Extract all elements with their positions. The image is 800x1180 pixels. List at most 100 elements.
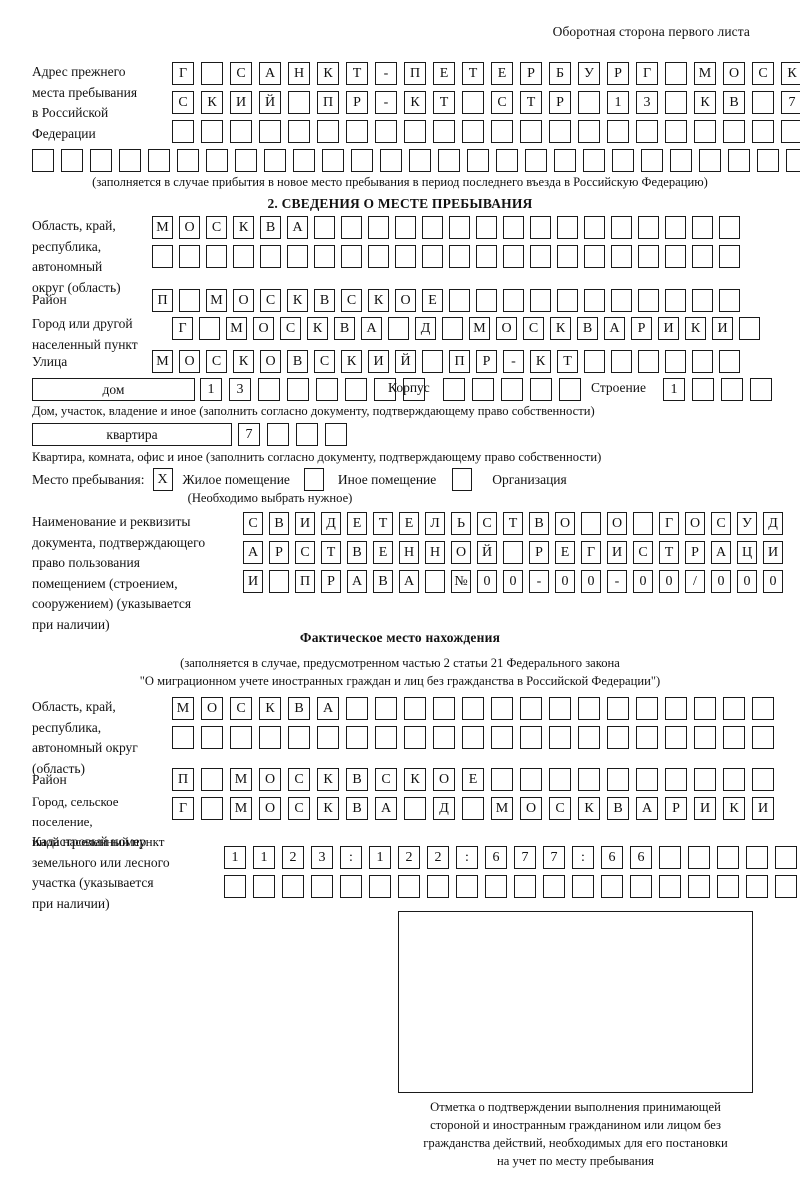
char-cell[interactable]: Т bbox=[520, 91, 542, 114]
char-cell[interactable] bbox=[288, 120, 310, 143]
char-cell[interactable]: О bbox=[259, 768, 281, 791]
char-cell[interactable]: Т bbox=[321, 541, 341, 564]
char-cell[interactable] bbox=[665, 726, 687, 749]
char-cell[interactable]: О bbox=[555, 512, 575, 535]
char-cell[interactable] bbox=[345, 378, 367, 401]
char-cell[interactable] bbox=[781, 120, 800, 143]
char-cell[interactable]: О bbox=[685, 512, 705, 535]
char-cell[interactable] bbox=[288, 726, 310, 749]
char-cell[interactable] bbox=[665, 91, 687, 114]
char-cell[interactable]: М bbox=[230, 768, 252, 791]
char-cell[interactable] bbox=[501, 378, 523, 401]
char-cell[interactable] bbox=[201, 726, 223, 749]
char-cell[interactable]: Й bbox=[259, 91, 281, 114]
char-cell[interactable] bbox=[61, 149, 83, 172]
char-cell[interactable]: 3 bbox=[311, 846, 333, 869]
char-cell[interactable]: В bbox=[347, 541, 367, 564]
char-cell[interactable]: 6 bbox=[485, 846, 507, 869]
char-cell[interactable]: 7 bbox=[781, 91, 800, 114]
char-cell[interactable] bbox=[752, 726, 774, 749]
char-cell[interactable] bbox=[699, 149, 721, 172]
char-cell[interactable]: С bbox=[206, 350, 227, 373]
char-cell[interactable] bbox=[607, 697, 629, 720]
char-cell[interactable] bbox=[449, 289, 470, 312]
char-cell[interactable] bbox=[491, 120, 513, 143]
char-cell[interactable] bbox=[322, 149, 344, 172]
char-cell[interactable]: О bbox=[253, 317, 274, 340]
char-cell[interactable] bbox=[503, 541, 523, 564]
char-cell[interactable]: М bbox=[152, 216, 173, 239]
char-cell[interactable] bbox=[375, 120, 397, 143]
char-cell[interactable]: Т bbox=[503, 512, 523, 535]
char-cell[interactable] bbox=[476, 216, 497, 239]
char-cell[interactable]: У bbox=[737, 512, 757, 535]
char-cell[interactable] bbox=[607, 726, 629, 749]
char-cell[interactable] bbox=[520, 697, 542, 720]
char-cell[interactable] bbox=[425, 570, 445, 593]
char-cell[interactable]: Р bbox=[607, 62, 629, 85]
char-cell[interactable] bbox=[611, 216, 632, 239]
char-cell[interactable] bbox=[584, 216, 605, 239]
char-cell[interactable] bbox=[739, 317, 760, 340]
char-cell[interactable]: М bbox=[469, 317, 490, 340]
stay-type-option-residential-checkbox[interactable]: X bbox=[152, 468, 173, 491]
char-cell[interactable]: Р bbox=[631, 317, 652, 340]
char-cell[interactable] bbox=[325, 423, 347, 446]
char-cell[interactable] bbox=[314, 216, 335, 239]
char-cell[interactable] bbox=[757, 149, 779, 172]
char-cell[interactable]: И bbox=[607, 541, 627, 564]
char-cell[interactable] bbox=[641, 149, 663, 172]
char-cell[interactable]: М bbox=[152, 350, 173, 373]
char-cell[interactable] bbox=[346, 726, 368, 749]
char-cell[interactable] bbox=[694, 697, 716, 720]
char-cell[interactable]: В bbox=[607, 797, 629, 820]
char-cell[interactable]: Т bbox=[373, 512, 393, 535]
char-cell[interactable]: 0 bbox=[477, 570, 497, 593]
char-cell[interactable]: О bbox=[520, 797, 542, 820]
char-cell[interactable]: И bbox=[230, 91, 252, 114]
char-cell[interactable] bbox=[665, 289, 686, 312]
char-cell[interactable] bbox=[148, 149, 170, 172]
char-cell[interactable]: Е bbox=[491, 62, 513, 85]
char-cell[interactable] bbox=[375, 697, 397, 720]
char-cell[interactable] bbox=[119, 149, 141, 172]
char-cell[interactable] bbox=[520, 120, 542, 143]
char-cell[interactable]: С bbox=[477, 512, 497, 535]
char-cell[interactable]: О bbox=[723, 62, 745, 85]
char-cell[interactable]: 2 bbox=[427, 846, 449, 869]
char-cell[interactable] bbox=[514, 875, 536, 898]
char-cell[interactable] bbox=[422, 350, 443, 373]
char-cell[interactable]: В bbox=[373, 570, 393, 593]
char-cell[interactable] bbox=[462, 120, 484, 143]
char-cell[interactable]: С bbox=[243, 512, 263, 535]
char-cell[interactable] bbox=[485, 875, 507, 898]
char-cell[interactable]: К bbox=[317, 768, 339, 791]
char-cell[interactable]: К bbox=[550, 317, 571, 340]
char-cell[interactable]: С bbox=[491, 91, 513, 114]
cadastral-row-2[interactable] bbox=[224, 875, 800, 898]
char-cell[interactable]: И bbox=[763, 541, 783, 564]
char-cell[interactable] bbox=[717, 875, 739, 898]
char-cell[interactable] bbox=[584, 350, 605, 373]
char-cell[interactable]: Р bbox=[321, 570, 341, 593]
char-cell[interactable]: 0 bbox=[763, 570, 783, 593]
confirmation-stamp-box[interactable] bbox=[398, 911, 753, 1093]
char-cell[interactable] bbox=[665, 768, 687, 791]
prev-address-row-4[interactable] bbox=[32, 149, 800, 172]
char-cell[interactable] bbox=[449, 245, 470, 268]
char-cell[interactable] bbox=[665, 62, 687, 85]
char-cell[interactable] bbox=[670, 149, 692, 172]
char-cell[interactable] bbox=[317, 120, 339, 143]
char-cell[interactable] bbox=[630, 875, 652, 898]
char-cell[interactable]: У bbox=[578, 62, 600, 85]
char-cell[interactable]: В bbox=[577, 317, 598, 340]
char-cell[interactable]: А bbox=[375, 797, 397, 820]
char-cell[interactable] bbox=[462, 797, 484, 820]
char-cell[interactable]: С bbox=[341, 289, 362, 312]
char-cell[interactable] bbox=[443, 378, 465, 401]
char-cell[interactable]: И bbox=[694, 797, 716, 820]
char-cell[interactable]: В bbox=[346, 797, 368, 820]
char-cell[interactable]: Н bbox=[399, 541, 419, 564]
